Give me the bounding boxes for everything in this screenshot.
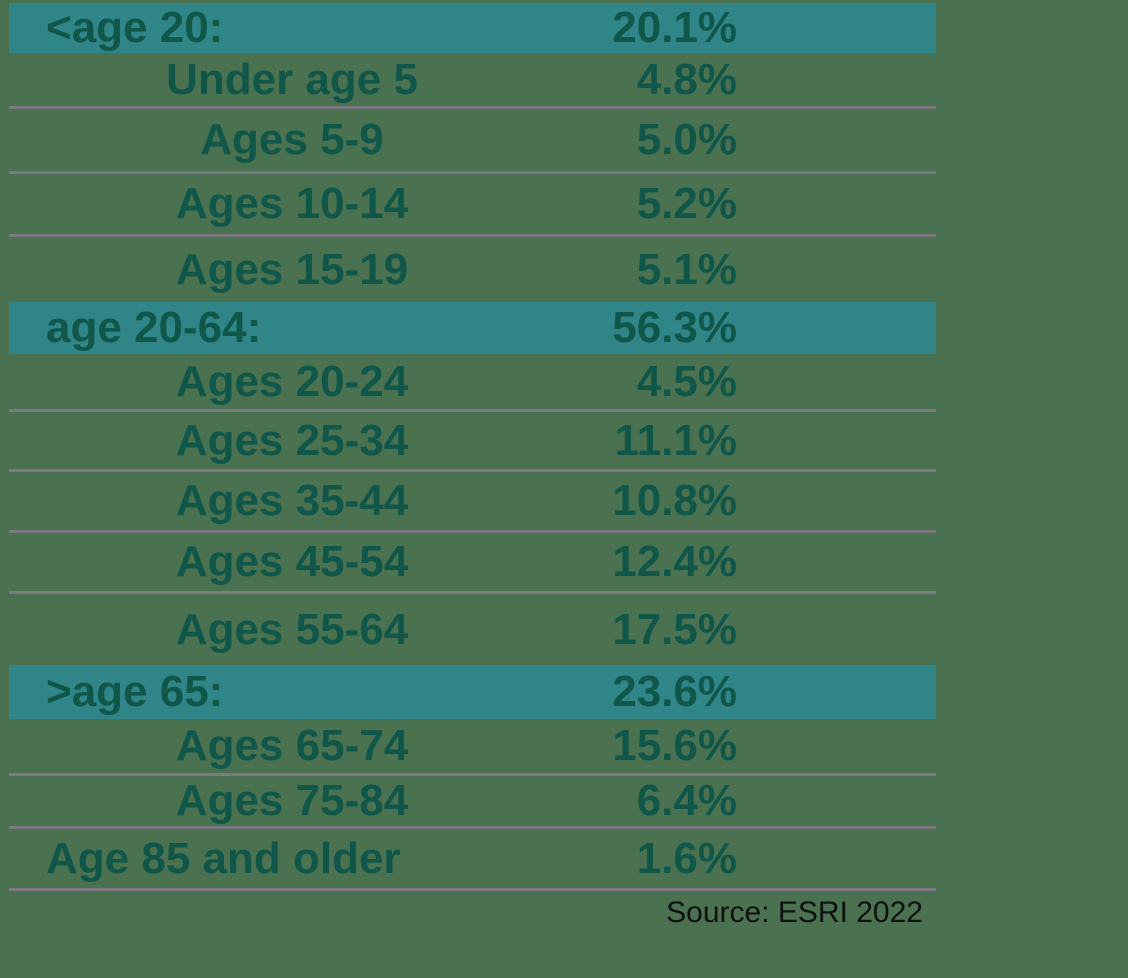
- table-row-under-age-5: Under age 5 4.8%: [9, 53, 936, 109]
- age-value: 5.0%: [636, 115, 737, 164]
- group-header-row-under-20: <age 20: 20.1%: [9, 3, 936, 53]
- age-value: 10.8%: [612, 476, 737, 525]
- table-row-ages-65-74: Ages 65-74 15.6%: [9, 719, 936, 776]
- source-note: Source: ESRI 2022: [666, 896, 923, 929]
- table-row-ages-20-24: Ages 20-24 4.5%: [9, 354, 936, 412]
- group-header-label: >age 65:: [46, 667, 224, 716]
- table-row-ages-10-14: Ages 10-14 5.2%: [9, 174, 936, 237]
- age-value: 11.1%: [614, 415, 737, 465]
- age-label: Ages 5-9: [200, 115, 384, 164]
- age-label: Age 85 and older: [46, 833, 401, 883]
- age-label: Ages 65-74: [175, 721, 409, 770]
- age-label: Ages 75-84: [175, 776, 409, 825]
- age-label: Ages 10-14: [175, 179, 409, 228]
- group-header-value: 23.6%: [612, 667, 737, 716]
- age-value: 5.2%: [636, 179, 737, 228]
- group-header-row-over-65: >age 65: 23.6%: [9, 665, 936, 719]
- age-label: Ages 45-54: [175, 537, 409, 586]
- group-header-row-20-64: age 20-64: 56.3%: [9, 302, 936, 354]
- table-row-ages-35-44: Ages 35-44 10.8%: [9, 472, 936, 533]
- age-label: Ages 20-24: [175, 356, 409, 406]
- table-row-ages-45-54: Ages 45-54 12.4%: [9, 533, 936, 594]
- age-label: Ages 35-44: [175, 476, 409, 525]
- age-value: 4.8%: [636, 54, 737, 104]
- age-value: 15.6%: [612, 721, 737, 770]
- age-value: 5.1%: [636, 244, 737, 294]
- age-value: 17.5%: [612, 604, 737, 654]
- table-row-ages-15-19: Ages 15-19 5.1%: [9, 237, 936, 302]
- group-header-value: 56.3%: [612, 303, 737, 352]
- group-header-label: <age 20:: [46, 3, 224, 52]
- table-row-ages-55-64: Ages 55-64 17.5%: [9, 594, 936, 665]
- group-header-label: age 20-64:: [46, 303, 262, 352]
- group-header-value: 20.1%: [612, 3, 737, 52]
- source-row: Source: ESRI 2022: [9, 891, 936, 935]
- age-label: Ages 25-34: [175, 415, 409, 465]
- age-value: 12.4%: [612, 537, 737, 586]
- age-value: 1.6%: [636, 833, 737, 883]
- table-row-ages-75-84: Ages 75-84 6.4%: [9, 776, 936, 829]
- age-distribution-table: <age 20: 20.1% Under age 5 4.8% Ages 5-9…: [9, 3, 936, 935]
- table-row-age-85-older: Age 85 and older 1.6%: [9, 829, 936, 891]
- age-label: Under age 5: [166, 54, 418, 104]
- age-value: 6.4%: [636, 776, 737, 825]
- age-label: Ages 55-64: [175, 604, 409, 654]
- table-row-ages-5-9: Ages 5-9 5.0%: [9, 109, 936, 174]
- age-value: 4.5%: [636, 356, 737, 406]
- age-label: Ages 15-19: [175, 244, 409, 294]
- table-row-ages-25-34: Ages 25-34 11.1%: [9, 412, 936, 472]
